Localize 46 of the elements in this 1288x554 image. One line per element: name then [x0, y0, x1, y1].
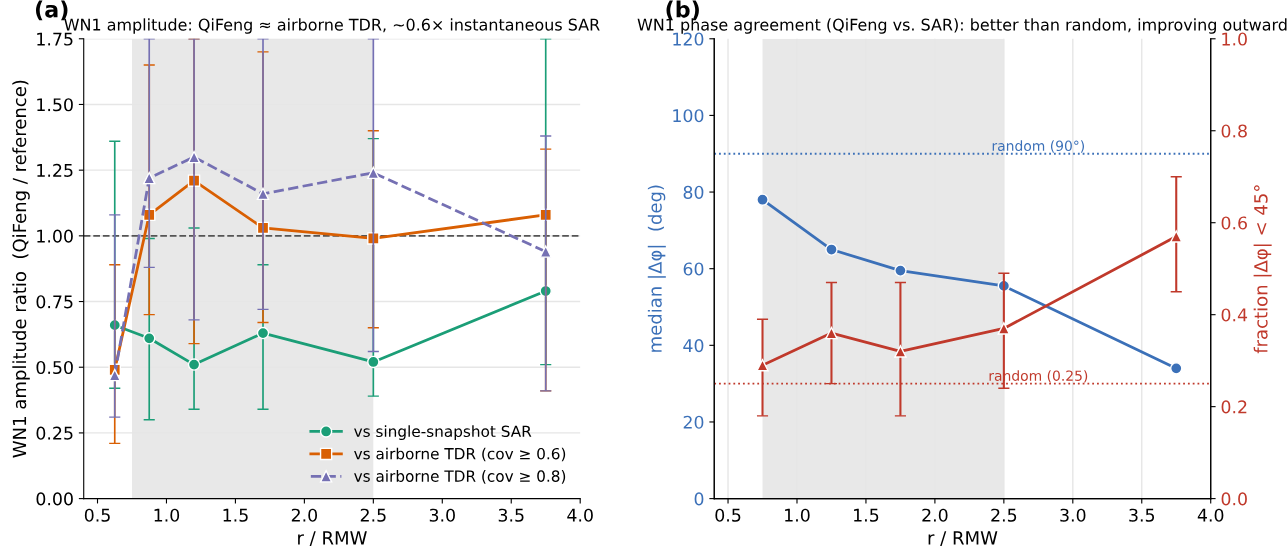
- legend-label: vs single-snapshot SAR: [354, 425, 532, 440]
- x-tick-label: 3.5: [1129, 508, 1155, 522]
- y2-tick-label: 1.0: [1222, 32, 1247, 46]
- y-axis-title: median |Δφ| (deg): [647, 185, 666, 352]
- x-tick-label: 1.5: [223, 508, 248, 522]
- y-tick-label: 1.75: [37, 32, 73, 46]
- y-tick-label: 1.50: [37, 98, 73, 112]
- y-tick-label: 0.75: [36, 295, 73, 309]
- x-tick-label: 1.5: [854, 508, 879, 522]
- x-tick-label: 2.0: [291, 508, 318, 522]
- y-tick-label: 1.00: [37, 229, 73, 243]
- ref-line-label: random (90°): [992, 140, 1085, 153]
- y2-tick-label: 0.8: [1221, 124, 1247, 138]
- legend-label: vs airborne TDR (cov ≥ 0.8): [354, 470, 566, 484]
- y-tick-label: 1.25: [37, 163, 73, 177]
- x-tick-label: 0.5: [84, 508, 110, 522]
- x-tick-label: 0.5: [715, 508, 741, 522]
- x-tick-label: 4.0: [567, 508, 593, 522]
- y2-tick-label: 0.6: [1221, 216, 1247, 230]
- y-tick-label: 40: [683, 339, 704, 353]
- x-tick-label: 3.5: [498, 508, 524, 522]
- x-axis-title: r / RMW: [928, 531, 998, 547]
- y-tick-label: 60: [683, 262, 704, 276]
- y-tick-label: 100: [673, 109, 704, 123]
- x-tick-label: 1.0: [154, 508, 180, 522]
- x-tick-label: 2.0: [922, 508, 948, 522]
- y2-tick-label: 0.0: [1221, 492, 1247, 506]
- x-tick-label: 3.0: [1060, 508, 1086, 522]
- x-tick-label: 2.5: [991, 508, 1017, 522]
- y-tick-label: 120: [673, 32, 704, 46]
- x-tick-label: 1.0: [785, 508, 810, 522]
- y2-tick-label: 0.2: [1221, 400, 1247, 414]
- y-tick-label: 20: [683, 415, 704, 429]
- y-tick-label: 0.25: [36, 426, 73, 440]
- x-tick-label: 4.0: [1197, 508, 1224, 522]
- y-tick-label: 0.00: [36, 492, 73, 506]
- y-tick-label: 0: [694, 492, 704, 506]
- y2-tick-label: 0.4: [1221, 308, 1248, 322]
- y-tick-label: 0.50: [36, 360, 73, 375]
- y2-axis-title: fraction |Δφ| < 45°: [1253, 185, 1272, 354]
- y-axis-title: WN1 amplitude ratio (QiFeng / reference): [12, 80, 30, 458]
- x-axis-title: r / RMW: [298, 531, 367, 547]
- legend-label: vs airborne TDR (cov ≥ 0.6): [354, 447, 566, 462]
- y-tick-label: 80: [683, 185, 704, 199]
- x-tick-label: 2.5: [360, 508, 386, 522]
- x-tick-label: 3.0: [429, 508, 455, 522]
